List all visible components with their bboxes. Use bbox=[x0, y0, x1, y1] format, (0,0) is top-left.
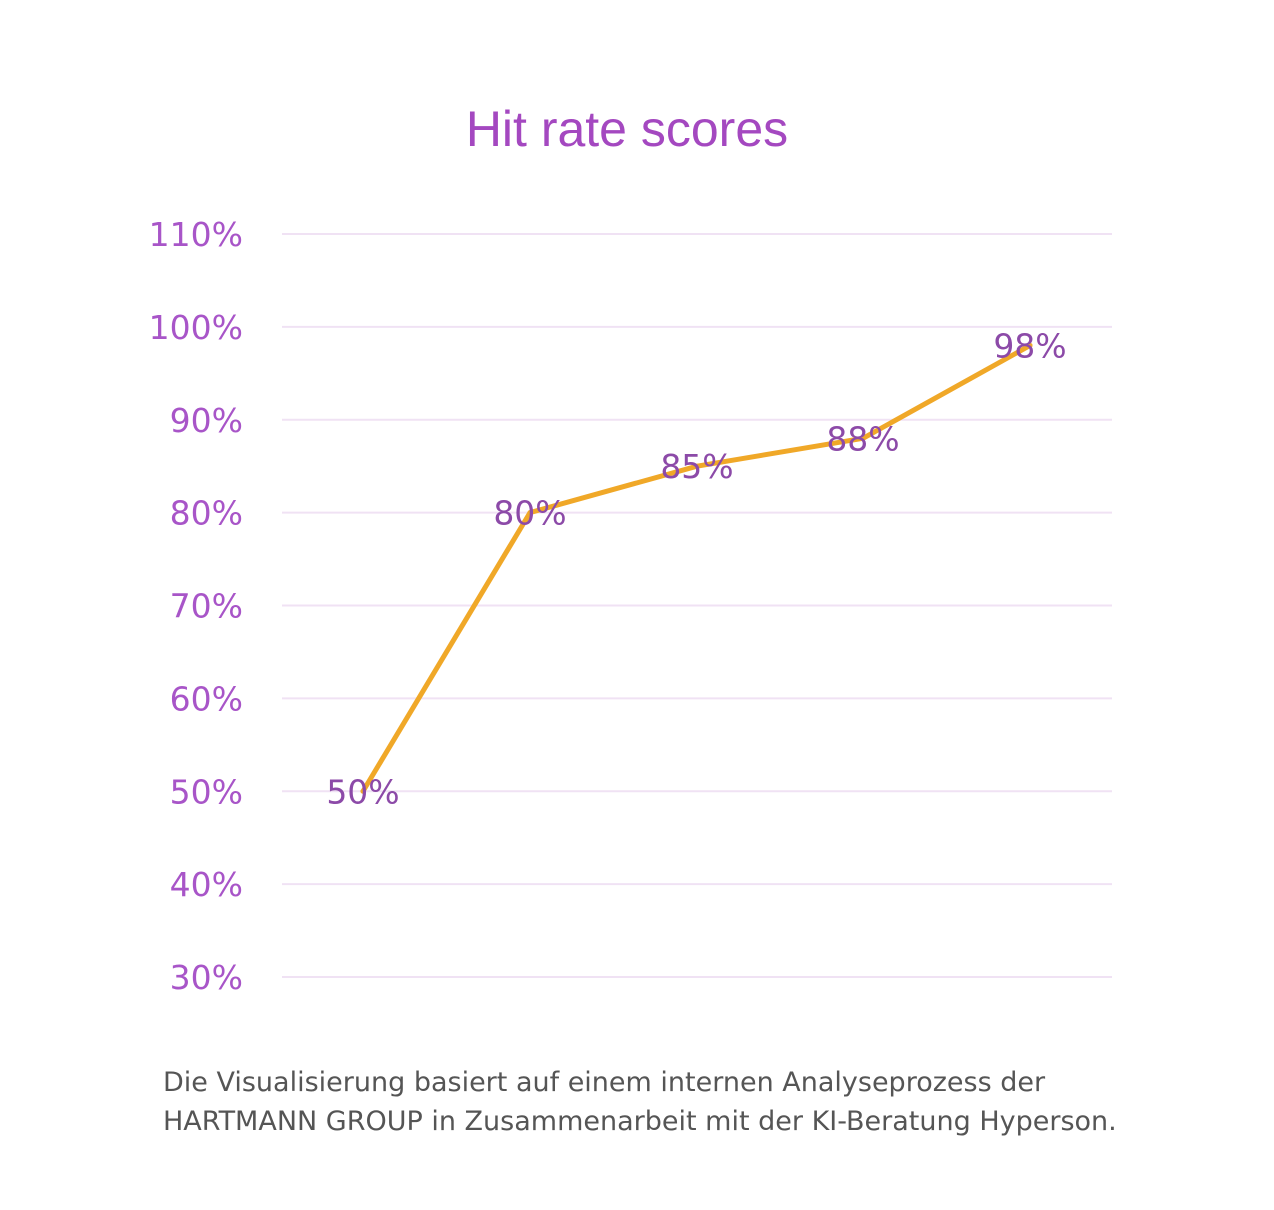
y-tick-label: 60% bbox=[170, 679, 243, 718]
y-tick-label: 80% bbox=[170, 494, 243, 533]
series-line bbox=[360, 342, 1033, 794]
y-tick-label: 90% bbox=[170, 401, 243, 440]
y-tick-label: 50% bbox=[170, 772, 243, 811]
y-tick-label: 100% bbox=[149, 308, 243, 347]
y-tick-label: 70% bbox=[170, 587, 243, 626]
chart-title: Hit rate scores bbox=[465, 101, 789, 157]
data-label: 50% bbox=[326, 772, 399, 811]
data-point bbox=[860, 435, 866, 441]
data-label: 98% bbox=[993, 326, 1066, 365]
data-point bbox=[360, 788, 366, 794]
y-tick-label: 30% bbox=[170, 958, 243, 997]
data-point bbox=[1027, 342, 1033, 348]
y-tick-label: 110% bbox=[149, 215, 243, 254]
data-label: 88% bbox=[826, 419, 899, 458]
data-label: 85% bbox=[660, 447, 733, 486]
line-chart: 110% 100% 90% 80% 70% 60% 50% 40% 30% 50% 80% 85% 88… bbox=[149, 215, 1112, 997]
y-tick-label: 40% bbox=[170, 865, 243, 904]
data-label: 80% bbox=[493, 494, 566, 533]
data-point bbox=[694, 463, 700, 469]
footer-note: Die Visualisierung basiert auf einem int… bbox=[163, 1067, 1117, 1137]
data-point bbox=[527, 510, 533, 516]
